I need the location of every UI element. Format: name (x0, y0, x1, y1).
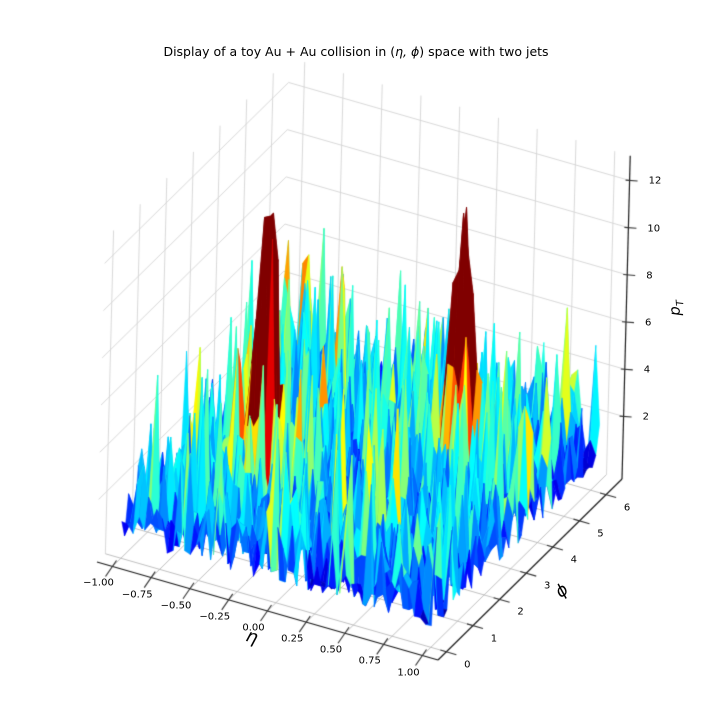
pt-tick-label-2: 6 (644, 317, 652, 329)
eta-tick-label-4: 0.00 (242, 622, 265, 634)
phi-tick-label-1: 1 (490, 633, 498, 645)
eta-tick-label-7: 0.75 (358, 655, 381, 667)
pt-tick-label-5: 12 (648, 175, 662, 187)
eta-tick-label-8: 1.00 (397, 667, 420, 679)
z-axis-label-sub: T (675, 299, 687, 307)
phi-tick-label-6: 6 (623, 502, 631, 514)
eta-tick-label-1: −0.75 (121, 589, 153, 601)
phi-tick-label-4: 4 (570, 554, 578, 566)
pt-tick-label-0: 2 (642, 411, 649, 423)
eta-tick-label-3: −0.25 (199, 611, 231, 623)
eta-tick-label-2: −0.50 (160, 600, 192, 612)
phi-tick-label-5: 5 (597, 528, 604, 540)
plot-title: Display of a toy Au + Au collision in (η… (0, 44, 712, 59)
pt-tick-label-3: 8 (646, 270, 653, 282)
eta-tick-label-6: 0.50 (319, 644, 343, 656)
phi-tick-label-3: 3 (544, 580, 551, 592)
plot-title-suffix: ) space with two jets (419, 44, 549, 59)
z-axis-label: pT (665, 300, 687, 317)
z-axis-label-main: p (665, 305, 685, 317)
pt-tick-label-4: 10 (647, 223, 661, 235)
plot-title-math: η, ϕ (395, 44, 420, 59)
eta-tick-label-5: 0.25 (281, 633, 304, 645)
phi-tick-label-0: 0 (464, 659, 471, 671)
phi-tick-label-2: 2 (517, 606, 524, 618)
eta-tick-label-0: −1.00 (83, 577, 114, 589)
plot-title-text: Display of a toy Au + Au collision in ( (163, 44, 396, 59)
pt-tick-label-1: 4 (643, 364, 651, 376)
